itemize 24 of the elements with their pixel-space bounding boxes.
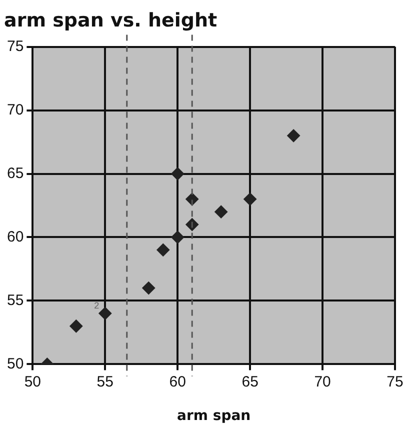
point (98, 306, 112, 320)
point (171, 167, 184, 180)
x-tick-label: 70 (314, 373, 331, 390)
point (70, 320, 83, 333)
chart-title: arm span vs. height (4, 9, 218, 32)
x-tick-label: 60 (169, 373, 186, 390)
y-tick-label: 75 (6, 38, 24, 55)
x-tick-label: 75 (386, 373, 404, 390)
annotation: 2 (94, 300, 100, 310)
x-axis-title: arm span (177, 408, 251, 424)
y-tick-label: 50 (6, 355, 24, 372)
y-tick-label: 60 (6, 228, 24, 246)
point (171, 230, 184, 244)
y-tick-label: 65 (6, 164, 24, 182)
point (142, 282, 156, 295)
y-tick-label: 55 (6, 292, 24, 309)
point (156, 243, 170, 256)
x-tick-label: 50 (24, 373, 42, 390)
x-tick-label: 65 (242, 373, 258, 390)
x-tick-label: 55 (96, 373, 114, 390)
point (287, 129, 300, 142)
point (244, 192, 257, 206)
y-tick-label: 70 (6, 101, 24, 118)
point (214, 205, 228, 218)
